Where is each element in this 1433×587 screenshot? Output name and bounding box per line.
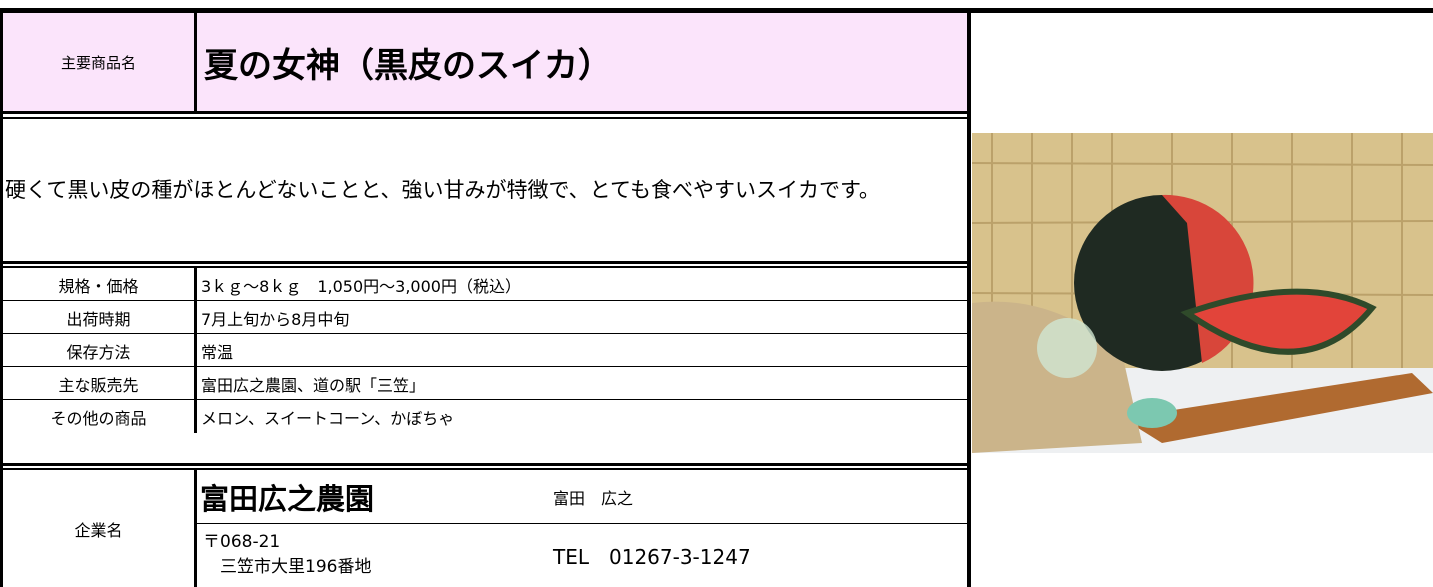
divider <box>194 13 197 111</box>
address: 三笠市大里196番地 <box>220 557 372 577</box>
rule <box>197 523 967 524</box>
spec-label: 出荷時期 <box>66 309 131 329</box>
company-label: 企業名 <box>74 520 123 540</box>
header-bg <box>3 13 967 111</box>
divider <box>194 400 197 433</box>
tel: TEL 01267-3-1247 <box>553 545 751 569</box>
rule <box>0 111 970 114</box>
header-label: 主要商品名 <box>60 53 136 72</box>
spec-value: 富田広之農園、道の駅「三笠」 <box>201 375 426 395</box>
product-photo <box>972 133 1433 453</box>
divider <box>194 334 197 367</box>
postal: 〒068-21 <box>203 532 281 552</box>
header-title: 夏の女神（黒皮のスイカ） <box>204 45 612 86</box>
spec-label: 主な販売先 <box>58 375 139 395</box>
representative: 富田 広之 <box>553 488 634 508</box>
spec-value: メロン、スイートコーン、かぼちゃ <box>201 408 455 428</box>
divider <box>194 301 197 334</box>
rule <box>0 266 970 268</box>
rule <box>0 117 970 119</box>
top-rule <box>0 8 1433 13</box>
divider <box>194 470 197 587</box>
divider <box>194 268 197 301</box>
rule <box>0 468 970 470</box>
spec-label: 規格・価格 <box>58 276 139 296</box>
spec-value: 3ｋｇ～8ｋｇ 1,050円～3,000円（税込） <box>201 276 521 296</box>
rule <box>0 333 970 334</box>
spec-value: 常温 <box>201 342 234 362</box>
spec-value: 7月上旬から8月中旬 <box>201 309 350 329</box>
divider <box>194 367 197 400</box>
rule <box>0 300 970 301</box>
rule <box>0 399 970 400</box>
rule <box>0 366 970 367</box>
description: 硬くて黒い皮の種がほとんどないことと、強い甘みが特徴で、とても食べやすいスイカで… <box>5 177 880 202</box>
left-rule <box>0 8 3 587</box>
right-rule <box>967 8 971 587</box>
rule <box>0 261 970 264</box>
rule <box>0 463 970 466</box>
spec-label: その他の商品 <box>50 408 147 428</box>
spec-label: 保存方法 <box>66 342 131 362</box>
company-name: 富田広之農園 <box>200 481 375 516</box>
